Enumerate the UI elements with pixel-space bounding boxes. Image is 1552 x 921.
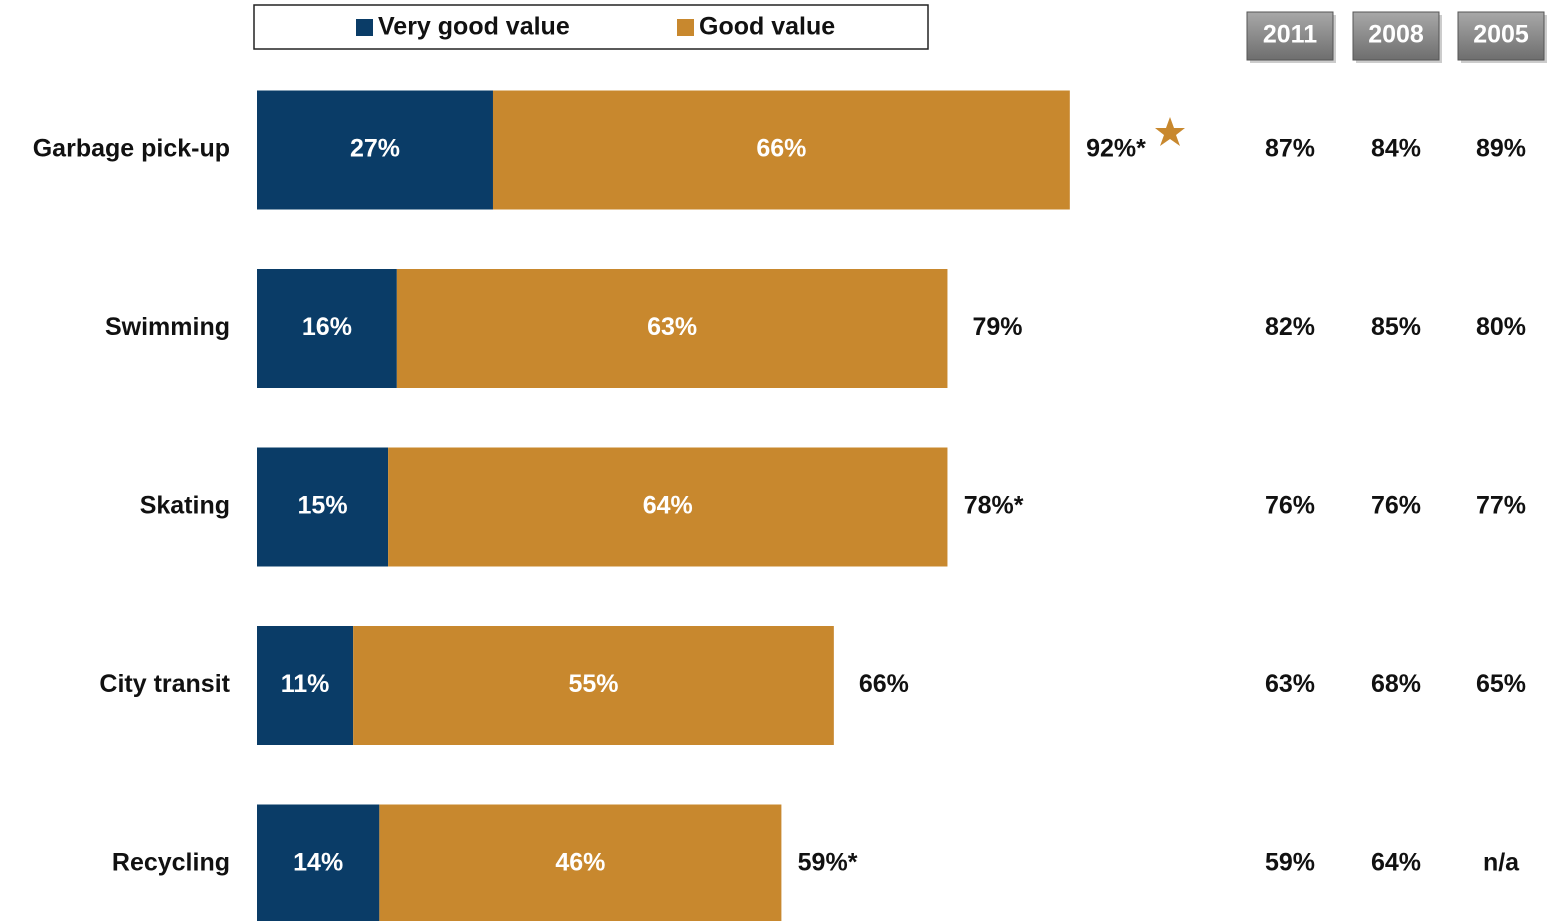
category-label: Recycling — [112, 849, 230, 877]
comparison-value: 85% — [1371, 313, 1421, 341]
star-icon — [1155, 117, 1185, 146]
legend-swatch — [356, 19, 373, 36]
bar-segment — [257, 269, 397, 388]
value-label: 46% — [555, 849, 605, 877]
total-label: 92%* — [1086, 135, 1146, 163]
legend-swatch — [677, 19, 694, 36]
comparison-value: 76% — [1371, 492, 1421, 520]
legend-label: Good value — [699, 13, 835, 41]
comparison-value: n/a — [1483, 849, 1520, 877]
comparison-value: 76% — [1265, 492, 1315, 520]
comparison-value: 87% — [1265, 135, 1315, 163]
comparison-value: 65% — [1476, 670, 1526, 698]
bar-segment — [257, 447, 389, 567]
comparison-value: 68% — [1371, 670, 1421, 698]
year-header-label: 2008 — [1368, 21, 1424, 49]
year-header — [1352, 11, 1440, 61]
year-header-label: 2011 — [1263, 21, 1317, 49]
comparison-value: 63% — [1265, 670, 1315, 698]
year-header — [1457, 11, 1545, 61]
bar-segment — [257, 804, 380, 921]
category-label: Garbage pick-up — [33, 135, 230, 163]
year-header-label: 2005 — [1473, 21, 1529, 49]
bar-segment — [396, 269, 948, 388]
bar-segment — [257, 90, 493, 210]
category-label: Swimming — [105, 313, 230, 341]
comparison-value: 84% — [1371, 135, 1421, 163]
total-label: 66% — [859, 670, 909, 698]
value-label: 15% — [298, 492, 348, 520]
bar-segment — [353, 626, 834, 745]
value-label: 64% — [643, 492, 693, 520]
year-header — [1246, 11, 1334, 61]
comparison-value: 89% — [1476, 135, 1526, 163]
comparison-value: 82% — [1265, 313, 1315, 341]
value-label: 11% — [281, 670, 330, 698]
value-label: 14% — [293, 849, 343, 877]
bar-segment — [388, 447, 948, 567]
legend-label: Very good value — [378, 13, 570, 41]
total-label: 79% — [972, 313, 1022, 341]
category-label: Skating — [140, 492, 230, 520]
bar-segment — [492, 90, 1070, 210]
total-label: 78%* — [964, 492, 1024, 520]
comparison-value: 77% — [1476, 492, 1526, 520]
category-label: City transit — [99, 670, 230, 698]
value-label: 55% — [568, 670, 618, 698]
value-label: 16% — [302, 313, 352, 341]
value-label: 27% — [350, 135, 400, 163]
value-label: 63% — [647, 313, 697, 341]
bar-segment — [257, 626, 354, 745]
comparison-value: 59% — [1265, 849, 1315, 877]
comparison-value: 80% — [1476, 313, 1526, 341]
total-label: 59%* — [798, 849, 858, 877]
comparison-value: 64% — [1371, 849, 1421, 877]
value-label: 66% — [756, 135, 806, 163]
bar-segment — [379, 804, 782, 921]
